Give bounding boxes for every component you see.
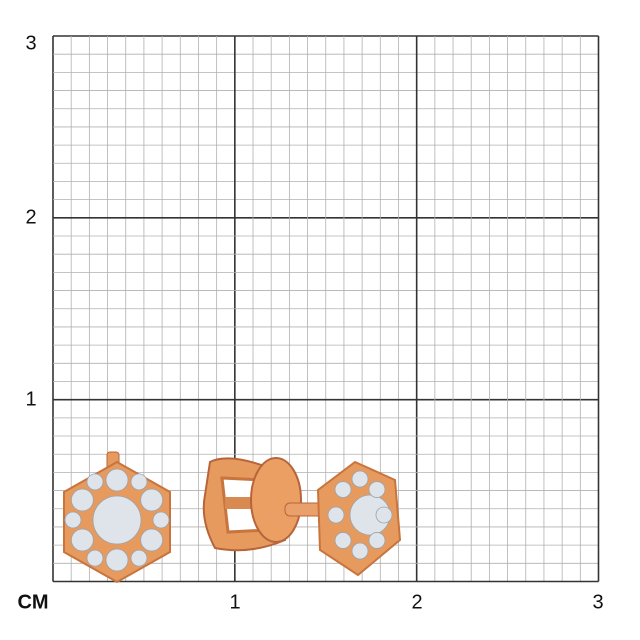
diamond-stone: [375, 506, 393, 524]
diamond-stone: [70, 488, 94, 512]
diamond-stone: [327, 506, 345, 524]
y-tick-label: 2: [25, 206, 37, 229]
diamond-stone: [130, 549, 148, 567]
diamond-stone: [152, 511, 170, 529]
diamond-stone: [92, 495, 142, 545]
front-earring: [63, 451, 171, 584]
diamond-stone: [70, 528, 94, 552]
diamond-stone: [368, 532, 386, 549]
diamond-stone: [86, 473, 104, 491]
diamond-stone: [105, 468, 129, 492]
diamond-stone: [105, 548, 129, 572]
diamond-stone: [140, 528, 164, 552]
unit-label: CM: [17, 591, 49, 614]
side-earring: [202, 457, 402, 577]
x-tick-label: 1: [229, 591, 241, 614]
diamond-stone: [368, 481, 386, 498]
y-tick-label: 1: [25, 388, 37, 411]
diamond-stone: [351, 542, 369, 560]
diamond-stone: [140, 488, 164, 512]
diamond-stone: [130, 473, 148, 491]
diamond-stone: [351, 470, 369, 488]
diamond-stone: [334, 532, 352, 549]
diamond-stone: [86, 549, 104, 567]
x-tick-label: 2: [411, 591, 423, 614]
diamond-stone: [334, 481, 352, 498]
diamond-stone: [64, 511, 82, 529]
y-tick-label: 3: [25, 32, 37, 55]
x-tick-label: 3: [592, 591, 604, 614]
